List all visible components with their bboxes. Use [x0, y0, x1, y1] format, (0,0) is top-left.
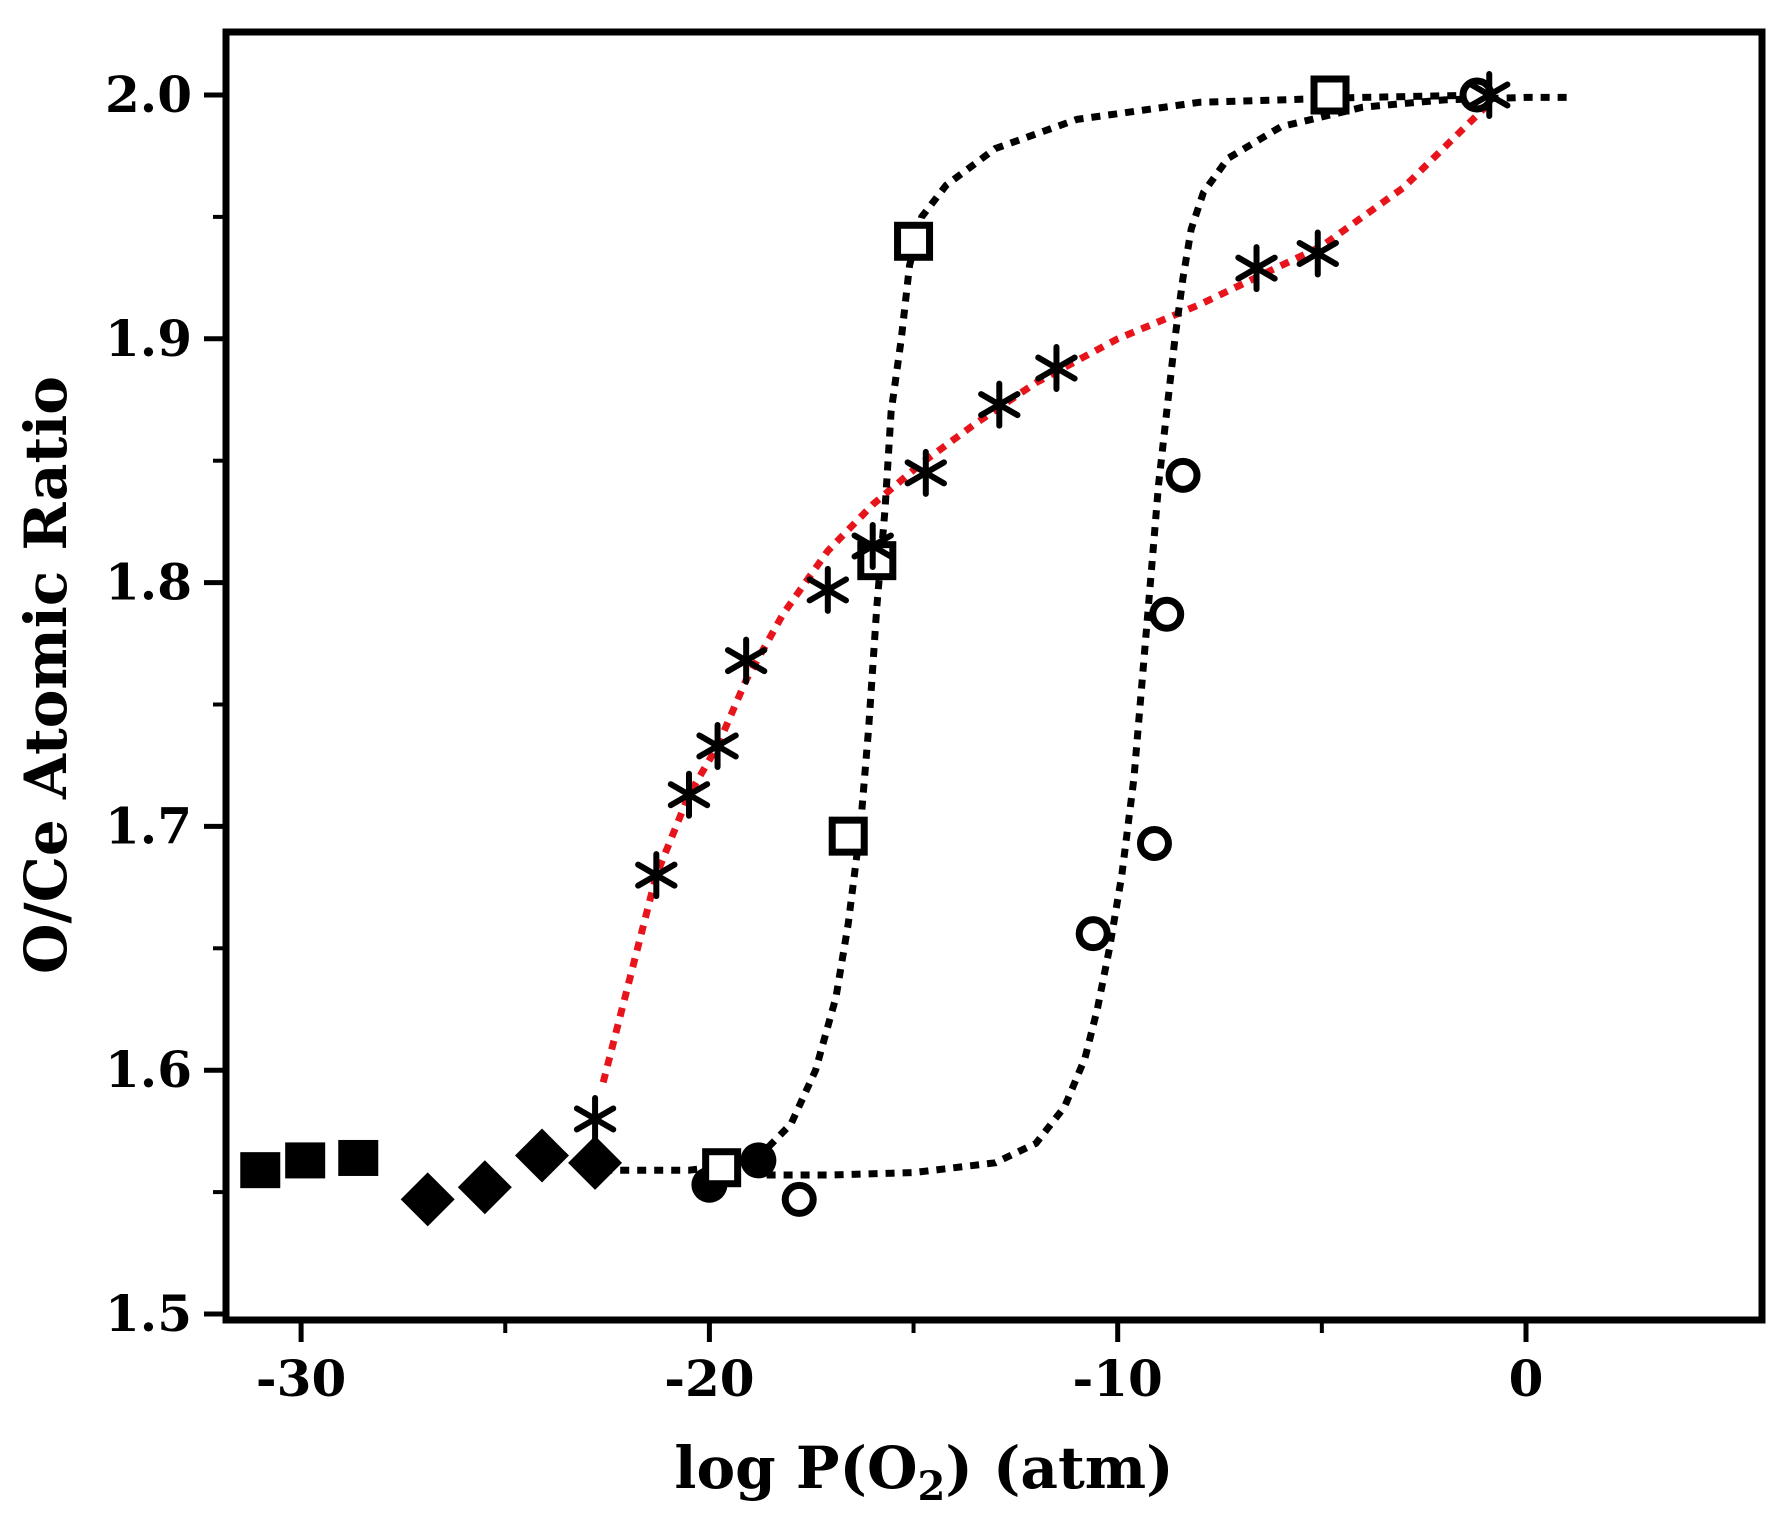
data-point-circle-open [781, 1181, 817, 1217]
tick-labels: -30 -20 -10 0 1.5 1.6 1.7 1.8 1.9 2.0 [105, 65, 1543, 1408]
data-point-square-open [828, 816, 868, 856]
data-point-asterisk [1468, 71, 1511, 119]
data-point-asterisk [1035, 344, 1078, 393]
plot-frame [222, 28, 1766, 1324]
y-tick-label: 1.6 [105, 1040, 192, 1099]
y-tick-label: 1.9 [105, 309, 192, 368]
x-axis-label-suffix: ) (atm) [945, 1434, 1173, 1502]
fit-line [599, 104, 1488, 1084]
x-axis-label-subscript: 2 [917, 1463, 945, 1510]
x-axis-label: log P(O2) (atm) [674, 1434, 1173, 1510]
data-point-asterisk [724, 636, 768, 685]
x-tick-label: -30 [256, 1349, 346, 1408]
data-point-asterisk [904, 448, 947, 497]
data-point-asterisk [635, 851, 678, 900]
fit-lines [599, 91, 1567, 1179]
data-markers [240, 71, 1511, 1227]
data-point-square-open [1310, 75, 1350, 115]
data-point-asterisk [1296, 229, 1339, 278]
data-point-square-filled [240, 1152, 281, 1189]
fit-line [766, 93, 1567, 1179]
data-point-circle-open [1149, 596, 1185, 632]
y-tick-label: 1.7 [105, 796, 192, 855]
y-axis-label: O/Ce Atomic Ratio [12, 376, 80, 974]
data-point-asterisk [667, 770, 711, 819]
x-tick-label: -20 [664, 1349, 754, 1408]
data-point-square-filled [285, 1142, 326, 1179]
data-point-square-open [702, 1148, 742, 1188]
data-point-diamond-filled [514, 1128, 569, 1183]
data-point-circle-open [1075, 916, 1111, 952]
data-point-asterisk [851, 522, 894, 571]
data-point-diamond-filled [400, 1172, 455, 1227]
x-tick-label: -10 [1073, 1349, 1163, 1408]
y-tick-label: 2.0 [105, 65, 192, 124]
data-point-asterisk [978, 380, 1021, 429]
x-tick-label: 0 [1509, 1349, 1544, 1408]
data-point-asterisk [696, 721, 739, 770]
data-point-asterisk [806, 565, 849, 614]
data-point-asterisk [1235, 244, 1278, 293]
data-point-diamond-filled [457, 1160, 512, 1215]
data-point-square-filled [338, 1139, 379, 1176]
x-axis-label-prefix: log P(O [674, 1434, 917, 1502]
data-point-diamond-filled [568, 1135, 623, 1190]
y-tick-label: 1.5 [105, 1284, 192, 1343]
data-point-asterisk [573, 1094, 617, 1143]
data-point-square-open [894, 221, 934, 261]
data-point-circle-open [1165, 457, 1201, 493]
data-point-circle-filled [740, 1142, 777, 1179]
y-tick-label: 1.8 [105, 553, 192, 612]
data-point-circle-open [1136, 825, 1172, 861]
